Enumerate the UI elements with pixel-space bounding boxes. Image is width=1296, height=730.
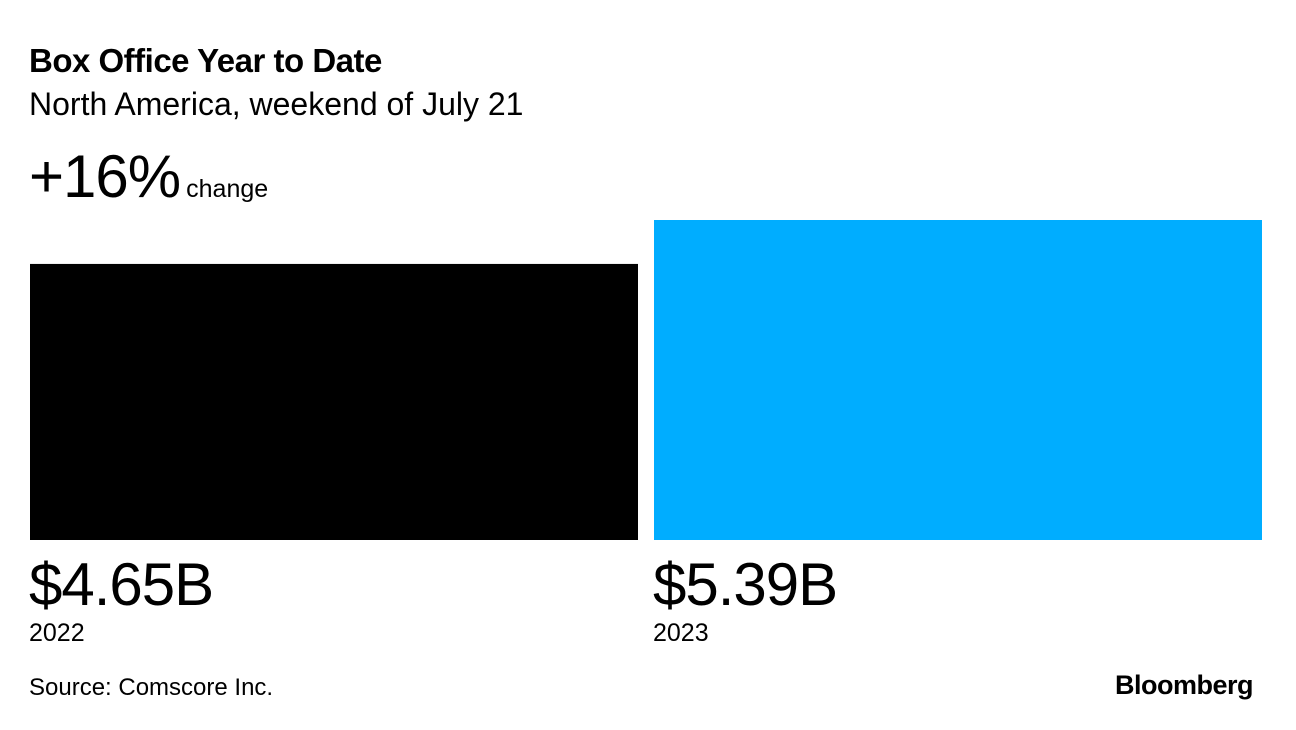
source-note: Source: Comscore Inc. [29, 674, 274, 701]
bar-label-2022: $4.65B 2022 [29, 550, 214, 648]
bar-value-label: $4.65B [29, 551, 214, 618]
headline-change: +16% change [29, 142, 268, 211]
bar-2022 [30, 263, 638, 540]
bloomberg-logo: Bloomberg [1115, 670, 1254, 700]
chart-title: Box Office Year to Date [29, 42, 382, 79]
change-value: +16% [29, 143, 181, 210]
chart-subtitle: North America, weekend of July 21 [29, 86, 524, 122]
change-label: change [186, 175, 269, 203]
bar-label-2023: $5.39B 2023 [653, 550, 838, 648]
bar-value-label: $5.39B [653, 551, 838, 618]
category-label: 2023 [653, 619, 709, 647]
category-label: 2022 [29, 619, 85, 647]
bar-2023 [654, 220, 1262, 540]
